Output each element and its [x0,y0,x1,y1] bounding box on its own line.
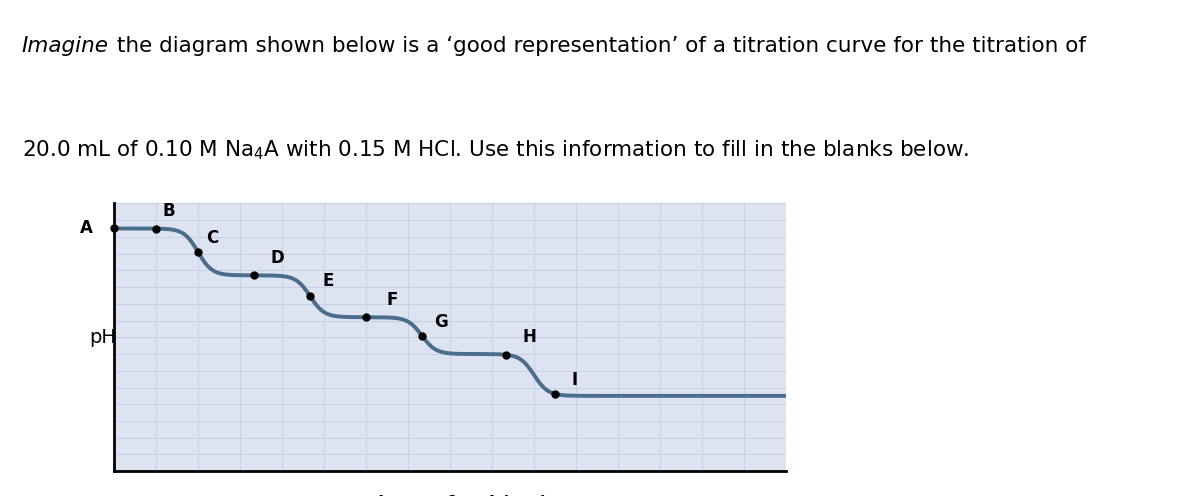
Text: A: A [80,219,94,238]
Y-axis label: pH: pH [90,328,116,347]
Text: H: H [523,328,536,346]
Text: G: G [434,312,449,330]
Text: I: I [571,371,578,389]
Text: Imagine: Imagine [22,36,108,56]
Text: B: B [162,202,175,220]
Text: C: C [206,229,218,247]
Text: F: F [386,291,398,309]
Text: D: D [271,249,284,267]
Text: E: E [323,272,334,290]
Text: the diagram shown below is a ‘good representation’ of a titration curve for the : the diagram shown below is a ‘good repre… [110,36,1086,56]
Text: 20.0 mL of 0.10 M Na$_4$A with 0.15 M HCl. Use this information to fill in the b: 20.0 mL of 0.10 M Na$_4$A with 0.15 M HC… [22,139,968,163]
